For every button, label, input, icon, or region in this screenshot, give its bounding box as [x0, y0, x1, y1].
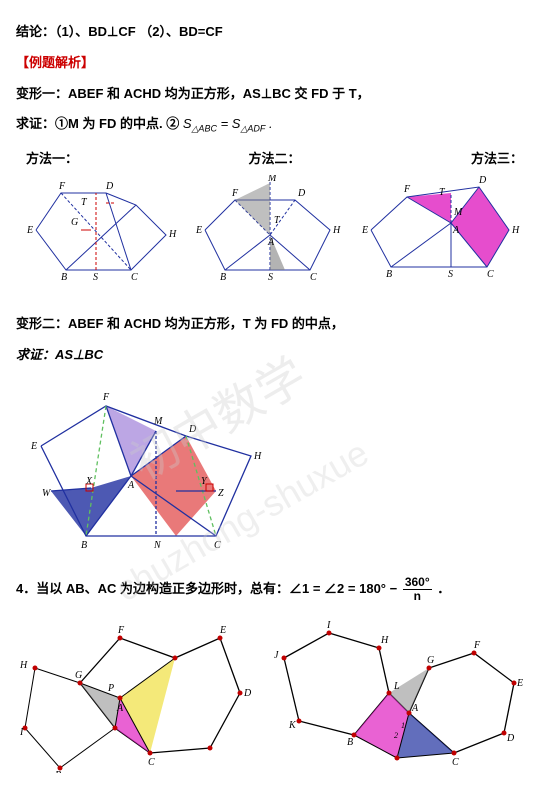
lbl-C: C [452, 757, 459, 768]
lbl-F: F [403, 184, 411, 195]
diagram-pentagons: H I B G P A F E D C [20, 613, 260, 773]
lbl-D: D [188, 424, 197, 435]
lbl-2: 2 [394, 731, 398, 740]
lbl-E: E [30, 441, 37, 452]
variant2-prove: 求证：AS⊥BC [16, 345, 533, 366]
lbl-S: S [93, 272, 98, 283]
lbl-H: H [20, 660, 28, 671]
lbl-L: L [393, 681, 400, 692]
diagram-row-1: F D E H B C S T G M F D E H B C S T A [16, 175, 533, 290]
item4-text: 4．当以 AB、AC 为边构造正多边形时，总有：∠1 = ∠2 = 180° −… [16, 576, 533, 603]
lbl-G: G [427, 655, 434, 666]
lbl-P: P [107, 683, 114, 694]
lbl-F: F [58, 181, 66, 192]
diagram-v1-m3: F D E H B C S M A T [359, 175, 529, 285]
lbl-I: I [326, 620, 331, 631]
lbl-1: 1 [401, 721, 405, 730]
lbl-A: A [452, 225, 460, 236]
method1-label: 方法一： [26, 148, 78, 167]
lbl-G: G [75, 670, 82, 681]
item4-suffix: ． [437, 581, 450, 596]
diagram-v2: F M D E H W X Y Z A B N C [26, 376, 286, 556]
lbl-C: C [214, 540, 221, 551]
variant1-prove: 求证：①M 为 FD 的中点. ② S△ABC = S△ADF . [16, 114, 533, 136]
lbl-D: D [243, 688, 252, 699]
lbl-M: M [267, 175, 277, 184]
f-right-sub: △ADF [240, 124, 265, 134]
f-end: . [269, 116, 273, 131]
diagram-row-4: H I B G P A F E D C I J K B [16, 613, 533, 773]
lbl-B: B [347, 737, 353, 748]
diagram-hexagons: I J K B H L G F E D C A 1 2 [269, 613, 529, 773]
item4-frac-num: 360° [403, 576, 432, 590]
f-eq: = [221, 116, 232, 131]
lbl-H: H [253, 451, 262, 462]
prove-prefix: 求证：①M 为 FD 的中点. ② [16, 116, 179, 131]
lbl-A: A [127, 480, 135, 491]
lbl-D: D [105, 181, 114, 192]
item4-frac: 360° n [403, 576, 432, 603]
lbl-C: C [310, 272, 317, 283]
method-row: 方法一： 方法二： 方法三： [16, 148, 533, 167]
variant1-premise: 变形一：ABEF 和 ACHD 均为正方形，AS⊥BC 交 FD 于 T， [16, 84, 533, 105]
lbl-B: B [386, 269, 392, 280]
item4-num: 180° − [359, 581, 401, 596]
f-left-sub: △ABC [192, 124, 217, 134]
lbl-H: H [332, 225, 341, 236]
item4-frac-den: n [403, 590, 432, 603]
method2-label: 方法二： [248, 148, 300, 167]
lbl-A: A [411, 703, 419, 714]
lbl-H: H [168, 229, 177, 240]
lbl-F: F [102, 392, 110, 403]
lbl-A: A [267, 237, 275, 248]
lbl-B: B [61, 272, 67, 283]
lbl-F: F [117, 625, 125, 636]
diagram-v1-m1: F D E H B C S T G [21, 175, 181, 285]
conclusion: 结论：（1）、BD⊥CF （2）、BD=CF [16, 22, 533, 43]
lbl-S: S [268, 272, 273, 283]
lbl-M: M [153, 416, 163, 427]
fill-gray2 [235, 183, 270, 235]
lbl-W: W [42, 488, 52, 499]
lbl-M: M [453, 207, 463, 218]
lbl-C: C [131, 272, 138, 283]
lbl-X: X [85, 476, 93, 487]
method3-label: 方法三： [471, 148, 523, 167]
lbl-K: K [288, 720, 297, 731]
lbl-E: E [26, 225, 33, 236]
variant2-premise: 变形二：ABEF 和 ACHD 均为正方形，T 为 FD 的中点， [16, 314, 533, 335]
lbl-B: B [220, 272, 226, 283]
lbl-F: F [473, 640, 481, 651]
formula: S△ABC = S△ADF . [183, 116, 273, 131]
lbl-E: E [516, 678, 523, 689]
item4-formula: 180° − 360° n [359, 581, 437, 596]
diagram-v1-m2: M F D E H B C S T A [190, 175, 350, 290]
lbl-J: J [274, 650, 279, 661]
lbl-H: H [380, 635, 389, 646]
lbl-H: H [511, 225, 520, 236]
lbl-G: G [71, 217, 78, 228]
lbl-N: N [153, 540, 162, 551]
lbl-D: D [506, 733, 515, 744]
lbl-C: C [487, 269, 494, 280]
lbl-D: D [297, 188, 306, 199]
f-left: S [183, 116, 192, 131]
section-title: 【例题解析】 [16, 53, 533, 74]
lbl-T: T [81, 197, 88, 208]
lbl-S: S [448, 269, 453, 280]
lbl-E: E [361, 225, 368, 236]
lbl-C: C [148, 757, 155, 768]
item4-prefix: 4．当以 AB、AC 为边构造正多边形时，总有：∠1 = ∠2 = [16, 581, 359, 596]
fill-mag2 [451, 187, 509, 267]
lbl-B: B [55, 770, 61, 773]
lbl-F: F [231, 188, 239, 199]
lbl-B: B [81, 540, 87, 551]
lbl-D: D [478, 175, 487, 186]
lbl-E: E [219, 625, 226, 636]
lbl-E: E [195, 225, 202, 236]
lbl-A: A [116, 703, 124, 714]
lbl-Z: Z [218, 488, 224, 499]
